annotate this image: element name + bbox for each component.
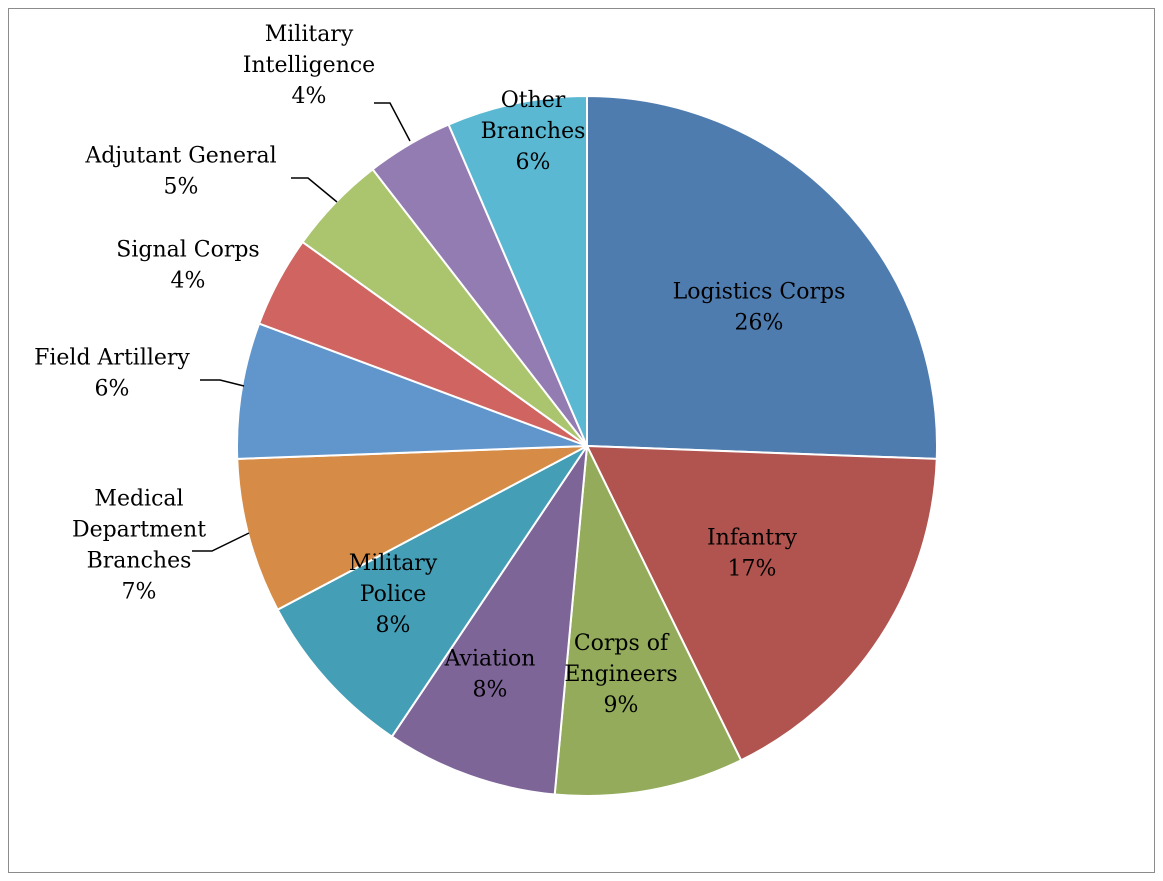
pie-label-infantry: Infantry 17% — [707, 525, 798, 581]
pie-label-line: Department — [72, 517, 206, 542]
pie-label-percent: 8% — [376, 613, 411, 638]
pie-slices — [236, 94, 938, 797]
pie-label-percent: 7% — [122, 579, 157, 604]
pie-label-line: Military — [349, 551, 438, 576]
leader-line — [374, 102, 411, 142]
pie-label-adjutant-general: Adjutant General 5% — [84, 143, 276, 199]
pie-label-percent: 26% — [735, 310, 784, 335]
pie-label-line: Corps of — [574, 631, 670, 656]
pie-label-percent: 6% — [516, 150, 551, 175]
pie-label-line: Branches — [87, 548, 192, 573]
pie-slice-military-police — [276, 445, 588, 738]
pie-label-line: Other — [501, 88, 566, 113]
pie-label-medical-department-branches: Medical Department Branches 7% — [72, 486, 206, 604]
pie-label-military-police: Military Police 8% — [349, 551, 438, 638]
pie-label-percent: 17% — [728, 556, 777, 581]
pie-label-logistics-corps: Logistics Corps 26% — [673, 279, 846, 335]
leader-lines — [192, 102, 411, 552]
pie-label-line: Engineers — [564, 662, 677, 687]
pie-slice-field-artillery — [236, 322, 588, 460]
pie-label-other-branches: Other Branches 6% — [481, 88, 586, 175]
pie-label-corps-of-engineers: Corps of Engineers 9% — [564, 631, 677, 718]
leader-line — [291, 177, 338, 203]
pie-label-line: Field Artillery — [34, 345, 190, 370]
pie-slice-other-branches — [447, 94, 588, 447]
pie-label-line: Aviation — [444, 646, 536, 671]
pie-label-percent: 4% — [292, 84, 327, 109]
pie-labels: Logistics Corps 26% Infantry 17% Corps of Eng… — [34, 22, 845, 718]
pie-slice-aviation — [390, 445, 588, 796]
pie-label-line: Signal Corps — [116, 237, 259, 262]
pie-label-line: Military — [265, 22, 354, 47]
pie-label-percent: 9% — [604, 693, 639, 718]
pie-slice-corps-of-engineers — [553, 442, 743, 797]
leader-line — [200, 379, 245, 387]
pie-label-aviation: Aviation 8% — [444, 646, 536, 702]
pie-slice-infantry — [585, 444, 938, 762]
pie-label-percent: 5% — [164, 174, 199, 199]
pie-label-line: Intelligence — [243, 53, 375, 78]
leader-line — [192, 532, 250, 552]
pie-label-line: Infantry — [707, 525, 798, 550]
pie-label-line: Medical — [94, 486, 183, 511]
pie-label-field-artillery: Field Artillery 6% — [34, 345, 190, 401]
pie-label-percent: 4% — [171, 268, 206, 293]
pie-slice-medical-department-branches — [236, 445, 588, 612]
pie-label-signal-corps: Signal Corps 4% — [116, 237, 259, 293]
pie-label-line: Police — [360, 582, 427, 607]
pie-label-percent: 6% — [95, 376, 130, 401]
pie-label-line: Logistics Corps — [673, 279, 846, 304]
pie-label-line: Branches — [481, 119, 586, 144]
pie-label-line: Adjutant General — [84, 143, 276, 168]
pie-label-military-intelligence: Military Intelligence 4% — [243, 22, 375, 109]
pie-label-percent: 8% — [473, 677, 508, 702]
pie-slice-logistics-corps — [586, 94, 938, 460]
